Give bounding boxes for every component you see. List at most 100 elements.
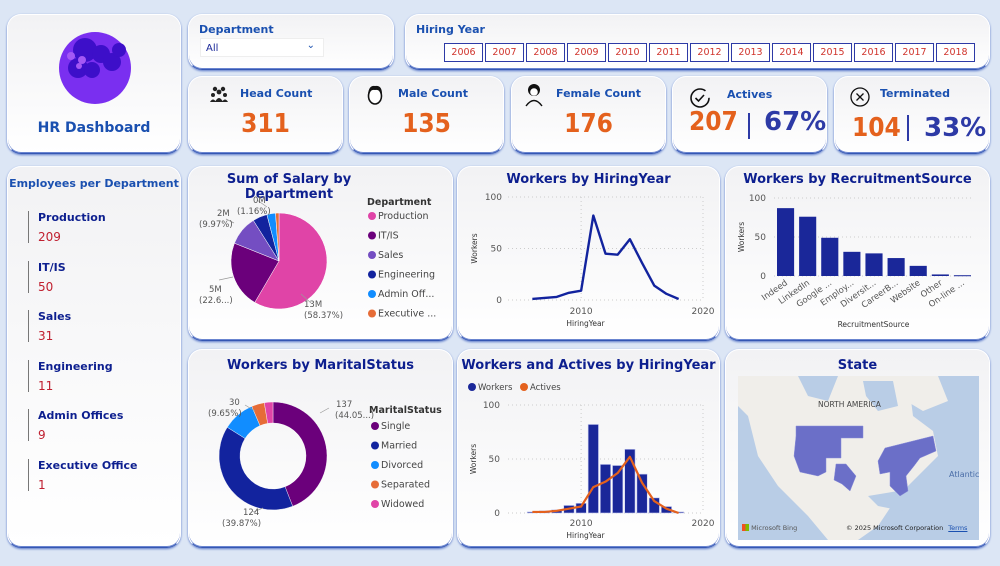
- state-map[interactable]: NORTH AMERICA Atlantic Microsoft Bing © …: [738, 376, 979, 540]
- x-circle-icon: [850, 87, 870, 107]
- legend-marker: [368, 290, 376, 298]
- microsoft-bing-logo: Microsoft Bing: [742, 524, 797, 532]
- department-name: Engineering: [38, 359, 113, 373]
- bar-on-line-: [953, 275, 971, 277]
- kpi-head-count-label: Head Count: [240, 87, 313, 100]
- y-tick-label: 100: [485, 193, 502, 203]
- data-label-percent: (1.16%): [237, 207, 271, 217]
- workers-bar: [612, 465, 624, 514]
- check-circle-icon: [690, 88, 710, 108]
- map-copyright: © 2025 Microsoft Corporation Terms: [846, 524, 968, 532]
- legend-marker: [368, 231, 376, 240]
- year-button-2007[interactable]: 2007: [485, 43, 524, 62]
- marital-donut-chart: 137(44.05...) 124(39.87%) 30(9.65%) Marital…: [208, 398, 442, 529]
- kpi-actives: Actives 207 67%: [672, 76, 827, 154]
- donut-slice-widowed: [264, 401, 274, 424]
- x-tick-label: 2010: [570, 519, 593, 529]
- legend-marker: [368, 270, 376, 279]
- kpi-actives-percent: 67%: [764, 107, 827, 137]
- department-count: 50: [38, 279, 54, 294]
- bar-employ-: [843, 251, 861, 276]
- data-label-value: 5M: [209, 285, 222, 295]
- kpi-terminated-divider: [907, 115, 909, 141]
- department-dropdown[interactable]: All ⌄: [200, 38, 324, 57]
- leader-line: [225, 218, 235, 224]
- legend-item: Separated: [381, 480, 430, 491]
- bar-website: [909, 265, 927, 276]
- year-button-2008[interactable]: 2008: [526, 43, 565, 62]
- recruitment-chart-title: Workers by RecruitmentSource: [743, 172, 972, 187]
- moon-logo-icon: [59, 32, 131, 104]
- state-map-title: State: [837, 358, 878, 373]
- workers-bar: [600, 464, 611, 514]
- legend-item: Engineering: [378, 270, 435, 281]
- department-count: 11: [38, 378, 54, 393]
- legend-item: Sales: [378, 250, 403, 261]
- state-map-card: State NORTH AMERICA Atlantic Microsoft B…: [725, 349, 990, 548]
- leader-line: [252, 507, 264, 513]
- year-button-2013[interactable]: 2013: [731, 43, 770, 62]
- donut-slice-single: [272, 401, 328, 507]
- data-label-percent: (44.05...): [335, 411, 374, 421]
- department-item: Engineering 11: [28, 359, 113, 393]
- x-axis-title: HiringYear: [566, 531, 605, 540]
- y-axis-title: Workers: [737, 222, 746, 252]
- hiring-year-buttons: 2006 2007 2008 2009 2010 2011 2012 2013 2014 2015…: [444, 40, 977, 62]
- y-axis-title: Workers: [470, 233, 479, 263]
- hiring-year-line-chart: 0 50 100 2010 2020 HiringYear Workers: [470, 193, 715, 328]
- legend-title: Department: [367, 197, 432, 208]
- department-filter-label: Department: [199, 23, 274, 36]
- y-tick-label: 0: [760, 272, 766, 282]
- x-tick-label: 2020: [692, 519, 715, 529]
- legend-item: Executive ...: [378, 309, 436, 320]
- department-dropdown-value: All: [206, 43, 219, 54]
- windows-logo-icon: [742, 524, 749, 531]
- data-label-value: 137: [336, 400, 352, 410]
- year-button-2015[interactable]: 2015: [813, 43, 852, 62]
- year-button-2009[interactable]: 2009: [567, 43, 606, 62]
- department-filter-card: Department All ⌄: [188, 14, 394, 70]
- year-button-2010[interactable]: 2010: [608, 43, 647, 62]
- year-button-2014[interactable]: 2014: [772, 43, 811, 62]
- kpi-terminated-percent: 33%: [924, 113, 987, 143]
- y-tick-label: 100: [749, 194, 766, 204]
- people-group-icon: [210, 86, 228, 102]
- marital-chart-card: Workers by MaritalStatus 137 (44.05...) 12…: [188, 349, 453, 548]
- actives-line: [532, 455, 679, 515]
- year-button-2011[interactable]: 2011: [649, 43, 688, 62]
- map-terms-link[interactable]: Terms: [948, 524, 968, 532]
- legend-marker: [368, 212, 376, 220]
- female-person-icon: [525, 84, 543, 107]
- legend-item: Married: [381, 441, 417, 452]
- kpi-female-count-label: Female Count: [556, 87, 642, 100]
- kpi-actives-divider: [748, 113, 750, 139]
- x-tick-label: 2020: [692, 307, 715, 317]
- department-count: 209: [38, 230, 61, 244]
- data-label-percent: (9.97%): [199, 220, 233, 230]
- logo-card: HR Dashboard: [7, 14, 181, 154]
- workers-actives-card: Workers and Actives by HiringYear Worker…: [457, 349, 720, 548]
- legend-item: IT/IS: [378, 231, 399, 242]
- recruitment-chart-card: Workers by RecruitmentSource 0 50 100 Indee…: [725, 166, 990, 341]
- legend-marker: [368, 309, 376, 318]
- continent-label: NORTH AMERICA: [818, 400, 881, 409]
- legend-marker: [371, 422, 379, 430]
- year-button-2006[interactable]: 2006: [444, 43, 483, 62]
- pie-slice-production: [254, 212, 328, 310]
- data-label-percent: (39.87%): [222, 519, 261, 529]
- year-button-2017[interactable]: 2017: [895, 43, 934, 62]
- department-count: 31: [38, 329, 54, 343]
- y-tick-label: 0: [494, 509, 500, 519]
- kpi-terminated: Terminated 104 33%: [834, 76, 990, 154]
- year-button-2018[interactable]: 2018: [936, 43, 975, 62]
- legend-item: Actives: [530, 383, 561, 393]
- workers-actives-combo-chart: Workers Actives 0 50 100 2010 2020 HiringYear Wo…: [468, 383, 715, 540]
- salary-chart-title: Sum of Salary by Department: [226, 172, 352, 202]
- year-button-2016[interactable]: 2016: [854, 43, 893, 62]
- bar-diversit-: [865, 253, 883, 276]
- department-item: Executive Office 1: [28, 458, 138, 492]
- year-button-2012[interactable]: 2012: [690, 43, 729, 62]
- legend-marker: [468, 383, 476, 391]
- leader-line: [244, 404, 256, 412]
- highlighted-states: [793, 425, 937, 497]
